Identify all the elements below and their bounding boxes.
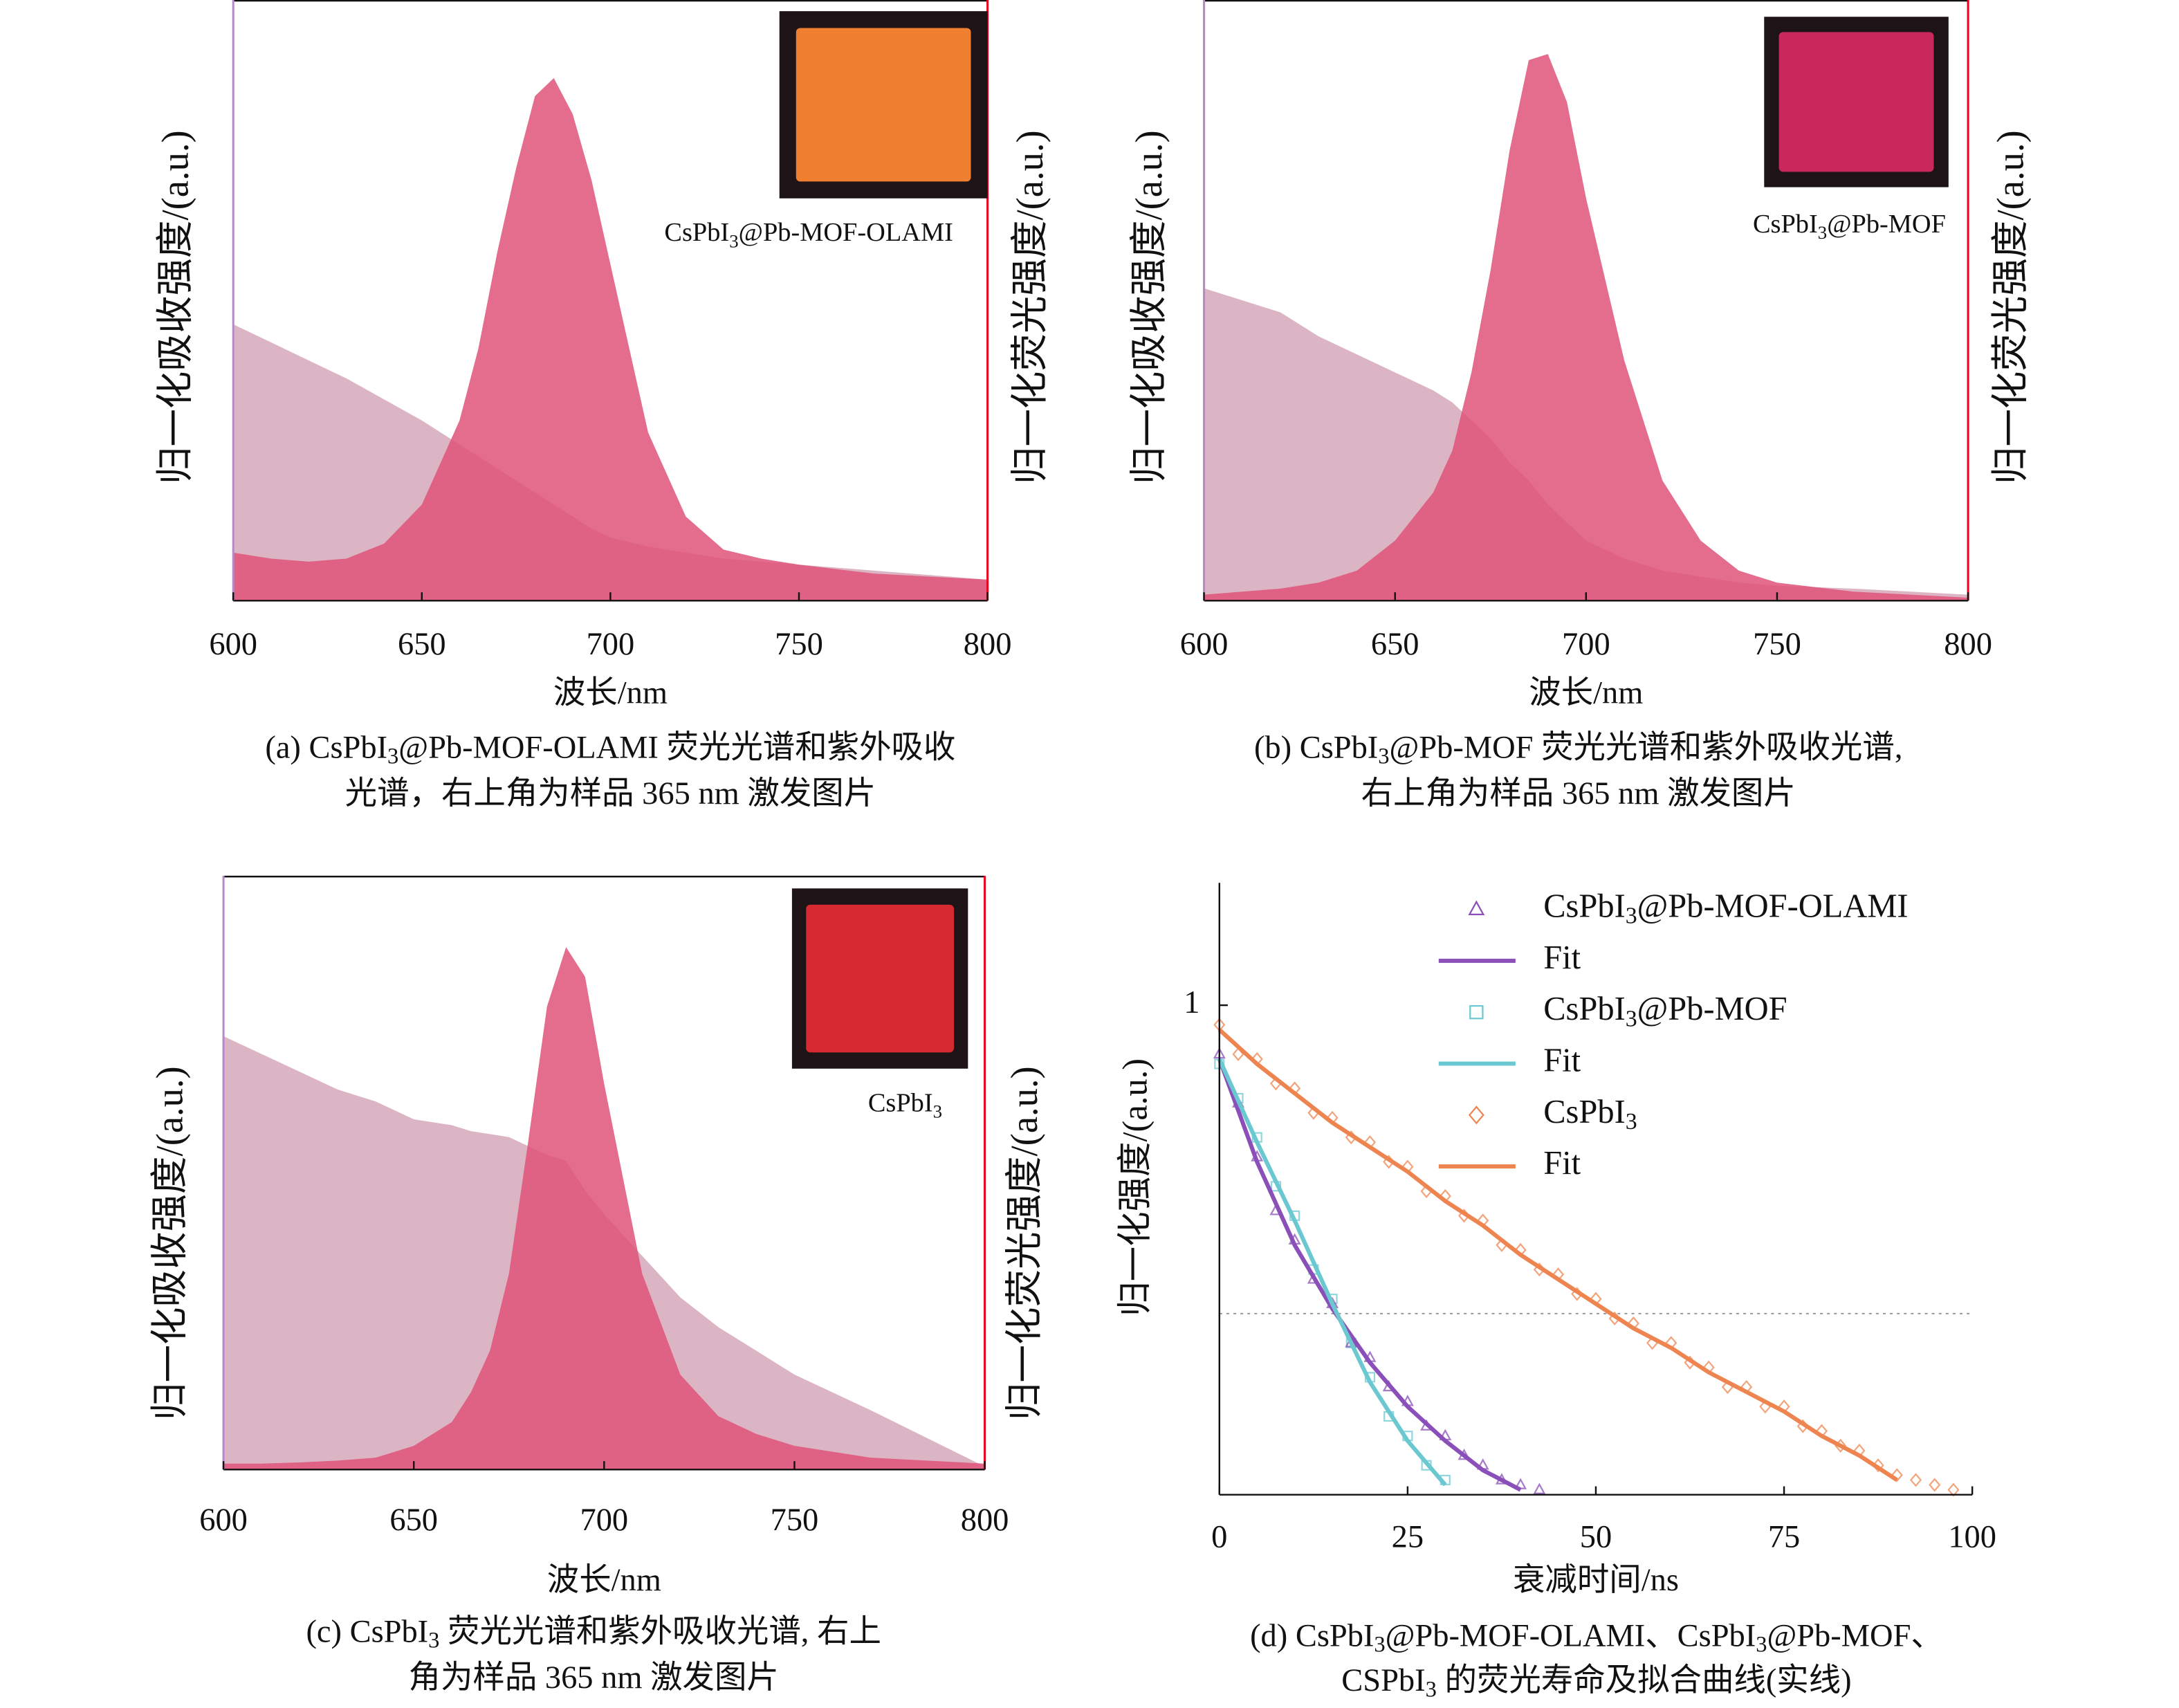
fluorescence-area bbox=[233, 77, 988, 601]
x-axis-label: 波长/nm bbox=[547, 1563, 661, 1598]
x-tick-label: 800 bbox=[961, 1503, 1009, 1538]
x-tick-label: 600 bbox=[199, 1503, 248, 1538]
x-axis-label: 波长/nm bbox=[1529, 675, 1643, 710]
x-tick-label: 800 bbox=[964, 627, 1012, 662]
inset-label: CsPbI3 bbox=[868, 1088, 942, 1121]
y-axis-label: 归一化强度/(a.u.) bbox=[1115, 1058, 1154, 1316]
legend-label: Fit bbox=[1543, 1145, 1581, 1182]
x-tick-label: 700 bbox=[1562, 627, 1610, 662]
caption: 光谱，右上角为样品 365 nm 激发图片 bbox=[345, 776, 876, 811]
x-tick-label: 100 bbox=[1948, 1519, 1996, 1554]
x-tick-label: 25 bbox=[1392, 1519, 1424, 1554]
y2-axis-label: 归一化荧光强度/(a.u.) bbox=[1009, 130, 1051, 484]
caption: (d) CsPbI3@Pb-MOF-OLAMI、CsPbI3@Pb-MOF、 bbox=[1250, 1618, 1943, 1658]
legend-label: CsPbI3@Pb-MOF-OLAMI bbox=[1543, 888, 1908, 929]
fit-line bbox=[1217, 1058, 1447, 1487]
legend-label: Fit bbox=[1543, 1043, 1581, 1079]
caption: (c) CsPbI3 荧光光谱和紫外吸收光谱, 右上 bbox=[306, 1614, 881, 1653]
data-point bbox=[1929, 1478, 1941, 1492]
absorption-area bbox=[1204, 288, 1969, 601]
y-axis-label: 归一化吸收强度/(a.u.) bbox=[1127, 130, 1169, 484]
data-point bbox=[1533, 1482, 1546, 1494]
x-tick-label: 650 bbox=[1371, 627, 1419, 662]
inset-label: CsPbI3@Pb-MOF-OLAMI bbox=[664, 218, 953, 251]
inset-photo-sample bbox=[796, 28, 971, 182]
x-tick-label: 600 bbox=[1180, 627, 1229, 662]
x-axis-label: 衰减时间/ns bbox=[1513, 1563, 1679, 1598]
x-tick-label: 75 bbox=[1768, 1519, 1800, 1554]
x-tick-label: 50 bbox=[1580, 1519, 1612, 1554]
legend-marker bbox=[1469, 1004, 1484, 1020]
y-axis-label: 归一化吸收强度/(a.u.) bbox=[154, 130, 196, 484]
y-axis-label: 归一化吸收强度/(a.u.) bbox=[148, 1066, 190, 1420]
fit-line bbox=[1217, 1058, 1522, 1492]
legend-label: CsPbI3@Pb-MOF bbox=[1543, 991, 1787, 1031]
x-tick-label: 700 bbox=[587, 627, 635, 662]
x-tick-label: 600 bbox=[209, 627, 257, 662]
legend-marker bbox=[1468, 900, 1485, 915]
x-tick-label: 750 bbox=[771, 1503, 819, 1538]
y-tick-label: 1 bbox=[1184, 985, 1199, 1020]
data-point bbox=[1947, 1482, 1960, 1497]
inset-photo-sample bbox=[806, 904, 954, 1053]
x-tick-label: 750 bbox=[1753, 627, 1801, 662]
x-tick-label: 0 bbox=[1211, 1519, 1227, 1554]
data-point bbox=[1891, 1468, 1903, 1482]
x-tick-label: 750 bbox=[775, 627, 823, 662]
inset-label: CsPbI3@Pb-MOF bbox=[1753, 210, 1946, 243]
x-tick-label: 650 bbox=[389, 1503, 438, 1538]
data-point bbox=[1909, 1473, 1922, 1487]
y2-axis-label: 归一化荧光强度/(a.u.) bbox=[1989, 130, 2031, 484]
x-tick-label: 700 bbox=[580, 1503, 628, 1538]
legend-label: Fit bbox=[1543, 939, 1581, 976]
inset-photo-sample bbox=[1778, 32, 1934, 172]
x-tick-label: 800 bbox=[1944, 627, 1992, 662]
caption: 角为样品 365 nm 激发图片 bbox=[409, 1660, 779, 1696]
fit-line bbox=[1217, 1028, 1898, 1482]
fluorescence-area bbox=[1204, 54, 1969, 601]
y2-axis-label: 归一化荧光强度/(a.u.) bbox=[1003, 1066, 1045, 1420]
legend-label: CsPbI3 bbox=[1543, 1094, 1637, 1135]
legend-marker bbox=[1468, 1105, 1484, 1125]
caption: CSPbI3 的荧光寿命及拟合曲线(实线) bbox=[1341, 1662, 1851, 1702]
caption: (a) CsPbI3@Pb-MOF-OLAMI 荧光光谱和紫外吸收 bbox=[265, 730, 955, 769]
caption: (b) CsPbI3@Pb-MOF 荧光光谱和紫外吸收光谱, bbox=[1254, 730, 1903, 769]
caption: 右上角为样品 365 nm 激发图片 bbox=[1361, 776, 1796, 811]
x-tick-label: 650 bbox=[398, 627, 446, 662]
fluorescence-area bbox=[223, 947, 985, 1470]
x-axis-label: 波长/nm bbox=[553, 675, 668, 710]
